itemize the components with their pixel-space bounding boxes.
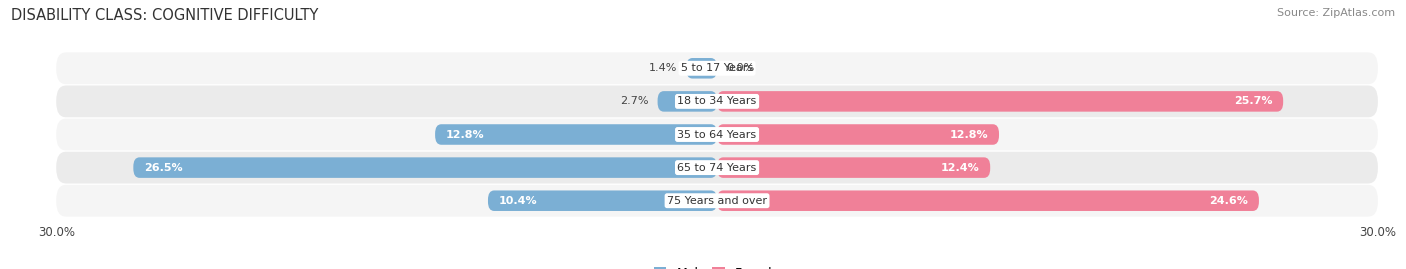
Text: DISABILITY CLASS: COGNITIVE DIFFICULTY: DISABILITY CLASS: COGNITIVE DIFFICULTY	[11, 8, 319, 23]
Text: Source: ZipAtlas.com: Source: ZipAtlas.com	[1277, 8, 1395, 18]
FancyBboxPatch shape	[434, 124, 717, 145]
Text: 12.4%: 12.4%	[941, 162, 979, 173]
Text: 25.7%: 25.7%	[1233, 96, 1272, 107]
Text: 26.5%: 26.5%	[145, 162, 183, 173]
Text: 12.8%: 12.8%	[949, 129, 988, 140]
FancyBboxPatch shape	[56, 185, 1378, 217]
FancyBboxPatch shape	[488, 190, 717, 211]
Text: 75 Years and over: 75 Years and over	[666, 196, 768, 206]
Text: 24.6%: 24.6%	[1209, 196, 1249, 206]
Text: 10.4%: 10.4%	[499, 196, 537, 206]
Text: 0.0%: 0.0%	[725, 63, 754, 73]
FancyBboxPatch shape	[658, 91, 717, 112]
FancyBboxPatch shape	[686, 58, 717, 79]
FancyBboxPatch shape	[56, 119, 1378, 150]
Text: 1.4%: 1.4%	[650, 63, 678, 73]
Text: 12.8%: 12.8%	[446, 129, 485, 140]
FancyBboxPatch shape	[56, 86, 1378, 117]
FancyBboxPatch shape	[717, 190, 1258, 211]
Legend: Male, Female: Male, Female	[654, 267, 780, 269]
FancyBboxPatch shape	[717, 91, 1284, 112]
Text: 5 to 17 Years: 5 to 17 Years	[681, 63, 754, 73]
FancyBboxPatch shape	[134, 157, 717, 178]
FancyBboxPatch shape	[717, 124, 1000, 145]
Text: 18 to 34 Years: 18 to 34 Years	[678, 96, 756, 107]
Text: 2.7%: 2.7%	[620, 96, 648, 107]
FancyBboxPatch shape	[56, 152, 1378, 183]
FancyBboxPatch shape	[717, 157, 990, 178]
Text: 35 to 64 Years: 35 to 64 Years	[678, 129, 756, 140]
FancyBboxPatch shape	[56, 52, 1378, 84]
Text: 65 to 74 Years: 65 to 74 Years	[678, 162, 756, 173]
